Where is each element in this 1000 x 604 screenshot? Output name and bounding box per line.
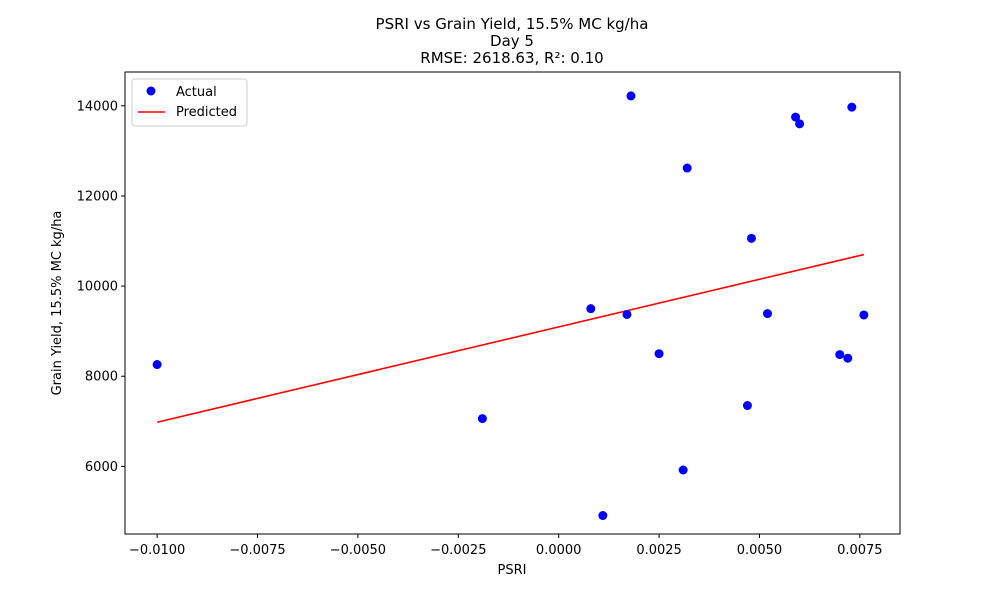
chart-title: PSRI vs Grain Yield, 15.5% MC kg/ha Day … xyxy=(376,15,649,67)
x-tick-label-1: −0.0100 xyxy=(129,543,185,558)
chart-title-line-2: Day 5 xyxy=(490,32,534,50)
actual-point-10 xyxy=(742,401,752,411)
x-axis: −0.0100 −0.0075 −0.0050 −0.0025 0.0000 0.0025… xyxy=(129,534,883,558)
y-tick-label-3: 10000 xyxy=(77,280,118,295)
actual-point-13 xyxy=(791,112,801,122)
actual-point-3 xyxy=(586,304,596,314)
x-tick-label-5: 0.0000 xyxy=(536,543,582,558)
actual-point-15 xyxy=(835,350,845,360)
y-axis: 6000 8000 10000 12000 14000 xyxy=(77,99,125,475)
x-tick-label-7: 0.0050 xyxy=(737,543,783,558)
plot-area-frame xyxy=(124,71,901,535)
y-axis-label: Grain Yield, 15.5% MC kg/ha xyxy=(50,211,65,396)
actual-point-4 xyxy=(598,511,608,521)
legend-actual-label: Actual xyxy=(176,85,217,100)
actual-point-12 xyxy=(762,309,772,319)
y-tick-label-4: 12000 xyxy=(77,189,118,204)
legend-actual-marker xyxy=(146,86,156,96)
y-tick-label-5: 14000 xyxy=(77,99,118,114)
actual-point-8 xyxy=(678,465,688,475)
legend-box xyxy=(131,78,248,127)
actual-point-2 xyxy=(477,414,487,424)
actual-point-16 xyxy=(843,353,853,363)
x-tick-label-6: 0.0025 xyxy=(636,543,682,558)
actual-point-1 xyxy=(152,360,162,370)
chart-title-line-1: PSRI vs Grain Yield, 15.5% MC kg/ha xyxy=(376,15,649,33)
x-tick-label-4: −0.0025 xyxy=(430,543,486,558)
x-tick-label-3: −0.0050 xyxy=(330,543,386,558)
y-tick-label-2: 8000 xyxy=(85,370,118,385)
actual-point-11 xyxy=(746,233,756,243)
plot-marks xyxy=(152,91,869,521)
actual-point-17 xyxy=(847,102,857,112)
actual-point-18 xyxy=(859,310,869,320)
actual-point-6 xyxy=(626,91,636,101)
actual-point-14 xyxy=(795,119,805,129)
y-tick-label-1: 6000 xyxy=(85,460,118,475)
actual-point-7 xyxy=(654,349,664,359)
chart-title-line-3: RMSE: 2618.63, R²: 0.10 xyxy=(420,49,603,67)
actual-point-9 xyxy=(682,163,692,173)
predicted-line xyxy=(156,253,865,423)
x-tick-label-2: −0.0075 xyxy=(229,543,285,558)
x-tick-label-8: 0.0075 xyxy=(837,543,883,558)
legend: Actual Predicted xyxy=(131,78,248,127)
legend-predicted-label: Predicted xyxy=(176,105,237,120)
actual-point-5 xyxy=(622,309,632,319)
x-axis-label: PSRI xyxy=(498,563,527,578)
